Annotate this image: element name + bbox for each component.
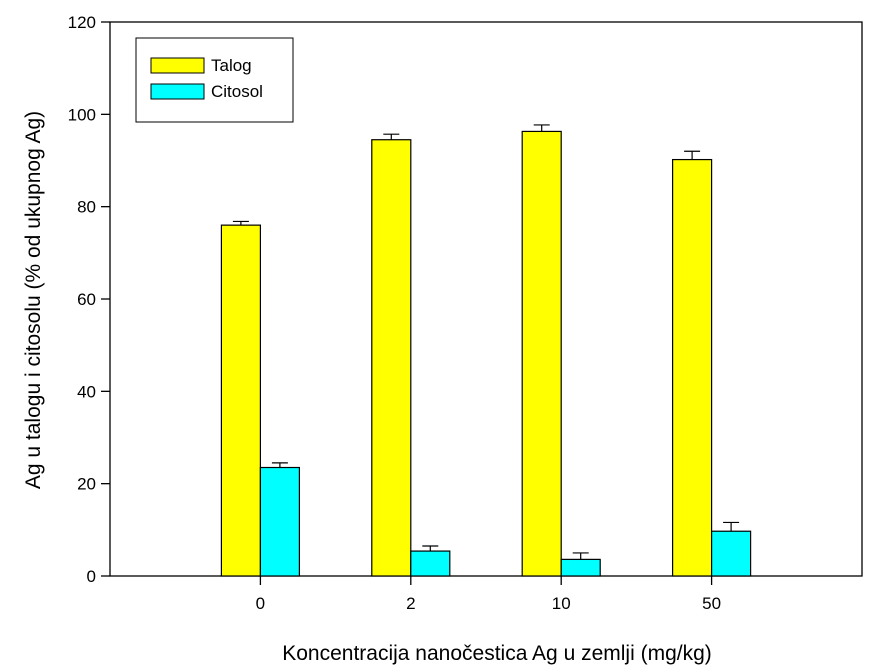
bar-talog-10	[521, 130, 562, 577]
legend-label-talog: Talog	[211, 56, 252, 75]
legend-swatch-citosol	[150, 83, 205, 100]
y-axis-title: Ag u talogu i citosolu (% od ukupnog Ag)	[22, 111, 45, 489]
legend: Talog Citosol	[135, 37, 294, 123]
y-tick-label: 0	[87, 567, 96, 586]
y-tick-label: 40	[77, 382, 96, 401]
bar-citosol-2	[410, 550, 451, 577]
y-axis-ticks: 0 20 40 60 80 100 120	[68, 13, 110, 586]
y-tick-label: 100	[68, 105, 96, 124]
legend-box	[135, 37, 294, 123]
y-tick-label: 80	[77, 198, 96, 217]
bar-citosol-0	[259, 466, 300, 577]
bar-talog-0	[220, 224, 261, 577]
y-tick-label: 20	[77, 475, 96, 494]
y-tick-label: 120	[68, 13, 96, 32]
legend-swatch-talog	[150, 57, 205, 74]
y-tick-label: 60	[77, 290, 96, 309]
x-axis-title: Koncentracija nanočestica Ag u zemlji (m…	[282, 642, 712, 665]
x-tick-label: 50	[702, 594, 721, 613]
bar-talog-2	[371, 139, 412, 577]
bars	[220, 130, 752, 577]
x-tick-label: 0	[256, 594, 265, 613]
legend-label-citosol: Citosol	[211, 82, 263, 101]
bar-citosol-10	[560, 558, 601, 577]
bar-citosol-50	[710, 530, 752, 577]
x-tick-label: 2	[406, 594, 415, 613]
x-axis-ticks: 0 2 10 50	[256, 576, 721, 613]
error-bars	[232, 124, 740, 560]
bar-talog-50	[671, 158, 713, 577]
x-tick-label: 10	[552, 594, 571, 613]
